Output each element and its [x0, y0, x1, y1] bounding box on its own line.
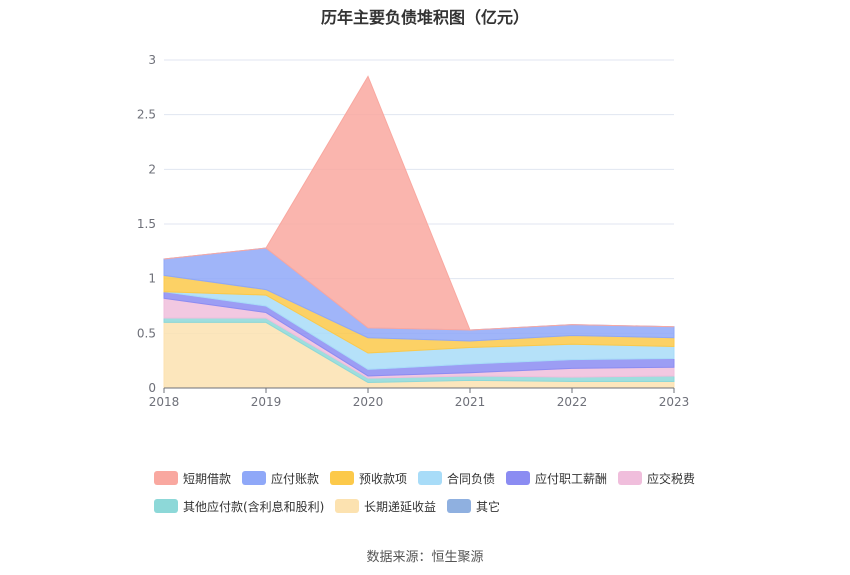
x-tick-label: 2020 — [353, 395, 384, 409]
legend-item[interactable]: 应付职工薪酬 — [506, 470, 607, 486]
legend-swatch — [154, 499, 178, 513]
legend-label: 应付账款 — [271, 471, 320, 486]
legend-label: 合同负债 — [447, 471, 496, 486]
legend-label: 长期递延收益 — [364, 499, 437, 514]
series-areas — [163, 75, 675, 389]
legend-item[interactable]: 应交税费 — [618, 470, 695, 486]
legend-item[interactable]: 长期递延收益 — [335, 498, 436, 514]
legend-swatch — [154, 471, 178, 485]
area-series-0 — [163, 75, 675, 331]
legend-swatch — [418, 471, 442, 485]
y-tick-label: 3 — [148, 53, 156, 67]
source-text: 数据来源：恒生聚源 — [366, 550, 484, 565]
y-tick-label: 0.5 — [137, 326, 156, 340]
x-tick-label: 2018 — [149, 395, 180, 409]
legend-swatch — [506, 471, 530, 485]
y-tick-label: 1.5 — [137, 217, 156, 231]
legend-item[interactable]: 短期借款 — [154, 470, 231, 486]
legend-label: 预收款项 — [359, 471, 408, 486]
x-tick-label: 2021 — [455, 395, 486, 409]
legend-item[interactable]: 合同负债 — [418, 470, 495, 486]
x-tick-label: 2019 — [251, 395, 282, 409]
legend-item[interactable]: 其它 — [447, 498, 500, 514]
legend-swatch — [242, 471, 266, 485]
legend-label: 其他应付款(含利息和股利) — [183, 499, 325, 514]
y-tick-label: 1 — [148, 272, 156, 286]
legend-swatch — [330, 471, 354, 485]
x-tick-label: 2023 — [659, 395, 690, 409]
y-tick-label: 2 — [148, 162, 156, 176]
legend-item[interactable]: 预收款项 — [330, 470, 407, 486]
y-tick-label: 0 — [148, 381, 156, 395]
x-tick-label: 2022 — [557, 395, 588, 409]
legend-label: 应交税费 — [647, 471, 696, 486]
legend-label: 短期借款 — [183, 471, 232, 486]
legend-item[interactable]: 其他应付款(含利息和股利) — [154, 498, 324, 514]
stacked-area-chart: 0 0.5 1 1.5 2 2.5 3 2018 2019 2020 2021 2022 2023 — [137, 53, 689, 409]
legend-item[interactable]: 应付账款 — [242, 470, 319, 486]
legend-label: 应付职工薪酬 — [535, 471, 608, 486]
legend-label: 其它 — [476, 499, 501, 514]
y-tick-label: 2.5 — [137, 108, 156, 122]
legend-swatch — [447, 499, 471, 513]
legend-swatch — [335, 499, 359, 513]
legend-swatch — [618, 471, 642, 485]
chart-title: 历年主要负债堆积图（亿元） — [320, 8, 529, 27]
axes: 0 0.5 1 1.5 2 2.5 3 2018 2019 2020 2021 2022 2023 — [137, 53, 689, 409]
